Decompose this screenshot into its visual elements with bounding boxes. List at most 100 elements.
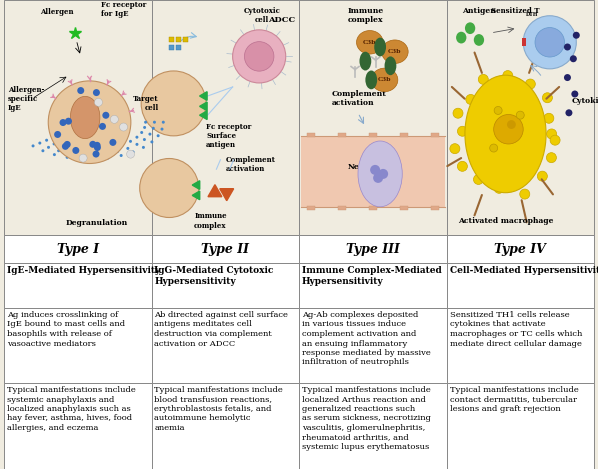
Circle shape (143, 126, 146, 129)
Bar (447, 308, 594, 383)
Circle shape (48, 81, 131, 164)
Bar (299, 235, 447, 263)
Circle shape (102, 148, 105, 151)
Circle shape (68, 151, 71, 155)
Bar (369, 206, 377, 210)
Ellipse shape (474, 34, 484, 46)
Bar (447, 263, 594, 308)
Circle shape (72, 147, 80, 154)
Circle shape (507, 120, 516, 129)
Ellipse shape (456, 32, 466, 44)
Text: Type III: Type III (346, 242, 399, 256)
Circle shape (80, 153, 83, 156)
Ellipse shape (370, 165, 380, 175)
Ellipse shape (365, 70, 377, 89)
Circle shape (160, 128, 163, 130)
Circle shape (153, 121, 156, 124)
Bar (299, 308, 447, 383)
Circle shape (79, 154, 87, 162)
Circle shape (542, 93, 553, 103)
Bar (369, 133, 377, 137)
Text: IgG-Mediated Cytotoxic
Hypersensitivity: IgG-Mediated Cytotoxic Hypersensitivity (154, 266, 274, 286)
Circle shape (141, 71, 206, 136)
Bar (151, 0, 299, 235)
Circle shape (94, 98, 102, 106)
Circle shape (450, 144, 460, 154)
Circle shape (245, 42, 274, 71)
Circle shape (62, 143, 69, 150)
Circle shape (494, 114, 523, 144)
Circle shape (490, 144, 498, 152)
Text: Activated macrophage: Activated macrophage (457, 217, 553, 225)
Ellipse shape (358, 141, 402, 207)
Bar (183, 38, 188, 42)
Text: ADCC: ADCC (268, 16, 295, 24)
Text: Cytotoxic
cell: Cytotoxic cell (244, 7, 280, 24)
Circle shape (93, 89, 100, 96)
Circle shape (466, 94, 476, 105)
Circle shape (127, 150, 135, 158)
Bar (169, 38, 174, 42)
Circle shape (544, 113, 554, 123)
Circle shape (523, 16, 576, 69)
Text: Type IV: Type IV (495, 242, 546, 256)
Bar (4, 235, 151, 263)
Circle shape (93, 158, 96, 160)
Circle shape (54, 131, 61, 138)
Circle shape (77, 87, 84, 94)
Text: Surface
antigen: Surface antigen (206, 132, 236, 149)
Text: Typical manifestations include
systemic anaphylaxis and
localized anaphylaxis su: Typical manifestations include systemic … (7, 386, 136, 432)
Circle shape (120, 154, 123, 157)
Circle shape (102, 112, 109, 119)
Ellipse shape (374, 38, 386, 56)
Bar (301, 136, 444, 207)
Circle shape (503, 71, 512, 81)
Circle shape (516, 111, 524, 119)
Ellipse shape (71, 96, 100, 139)
Circle shape (105, 152, 108, 155)
Circle shape (120, 123, 127, 131)
Circle shape (547, 153, 556, 163)
Text: C3b: C3b (363, 40, 377, 45)
Ellipse shape (465, 75, 546, 193)
Circle shape (564, 44, 571, 51)
Bar (176, 45, 181, 50)
Circle shape (494, 106, 502, 114)
Circle shape (93, 151, 99, 158)
Circle shape (65, 118, 72, 125)
Circle shape (92, 149, 95, 151)
Circle shape (64, 141, 71, 148)
Circle shape (494, 183, 504, 193)
Bar (169, 45, 174, 50)
Text: Typical manifestations include
localized Arthus reaction and
generalized reactio: Typical manifestations include localized… (302, 386, 431, 451)
Ellipse shape (356, 30, 383, 54)
Text: C3b: C3b (388, 49, 402, 54)
Circle shape (79, 157, 82, 160)
Text: Complement
activation: Complement activation (225, 156, 275, 173)
Text: Typical manifestations include
contact dermatitis, tubercular
lesions and graft : Typical manifestations include contact d… (450, 386, 578, 413)
Bar (176, 38, 181, 42)
Text: Sensitized TH1 cells release
cytokines that activate
macrophages or TC cells whi: Sensitized TH1 cells release cytokines t… (450, 311, 582, 348)
Bar (151, 235, 299, 263)
Circle shape (525, 79, 535, 89)
Circle shape (121, 144, 124, 146)
Ellipse shape (465, 23, 475, 34)
Text: Allergen: Allergen (40, 8, 74, 16)
Circle shape (140, 131, 143, 134)
Circle shape (157, 134, 160, 137)
Circle shape (32, 144, 35, 147)
Bar (399, 133, 408, 137)
Circle shape (162, 121, 165, 124)
Circle shape (53, 143, 56, 145)
Circle shape (152, 127, 155, 130)
Circle shape (111, 115, 118, 123)
Bar (447, 235, 594, 263)
Circle shape (144, 121, 147, 124)
Bar (299, 0, 447, 235)
Circle shape (99, 123, 106, 130)
Circle shape (535, 28, 565, 57)
Circle shape (126, 147, 129, 150)
Text: Type II: Type II (202, 242, 249, 256)
Bar (307, 206, 315, 210)
Text: Antigen: Antigen (462, 7, 496, 15)
